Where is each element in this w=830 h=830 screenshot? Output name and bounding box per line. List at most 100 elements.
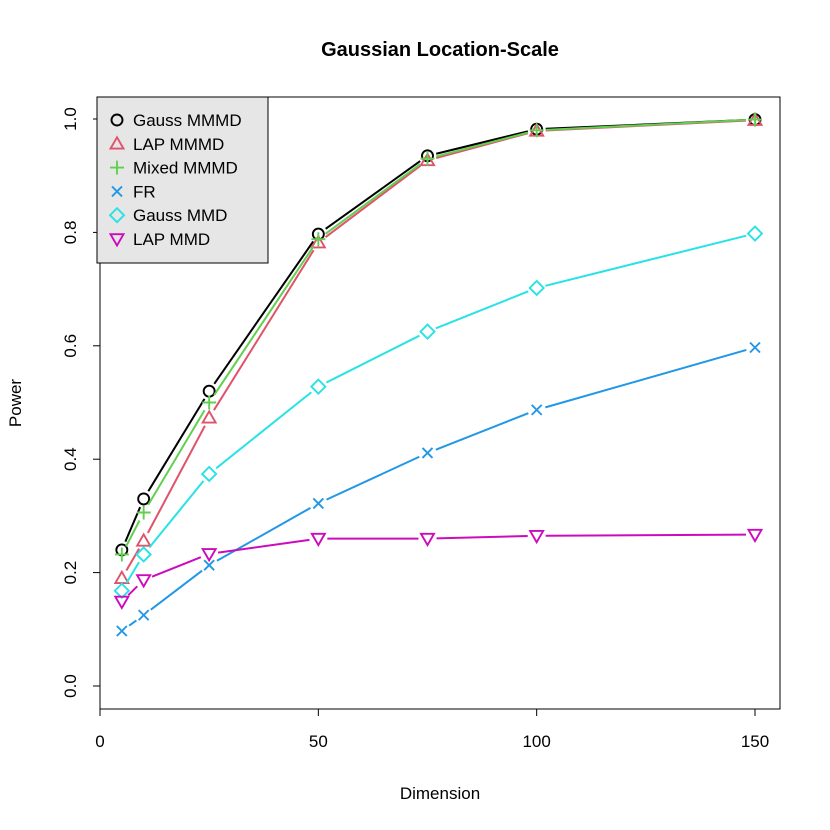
data-point	[202, 384, 216, 398]
series-line-segment	[147, 398, 206, 492]
data-point	[309, 378, 327, 395]
data-point	[135, 532, 152, 547]
data-point	[137, 609, 150, 621]
series-line-segment	[436, 534, 528, 540]
legend-box	[96, 96, 269, 264]
x-tick-label: 150	[741, 732, 769, 751]
series-line-segment	[436, 130, 529, 155]
legend-item: LAP MMD	[108, 230, 210, 249]
y-axis: 0.0 0.2 0.4 0.6 0.8 1.0	[61, 107, 101, 698]
legend-label: Gauss MMD	[133, 206, 227, 225]
data-point	[201, 409, 218, 424]
data-point	[748, 112, 762, 127]
y-tick-label: 0.2	[61, 561, 80, 585]
y-axis-label: Power	[6, 379, 25, 428]
data-point	[137, 492, 151, 506]
x-tick-label: 0	[95, 732, 104, 751]
data-point	[528, 529, 545, 545]
y-tick-label: 0.4	[61, 447, 80, 471]
series-line-segment	[326, 455, 420, 501]
series-line-segment	[435, 290, 529, 330]
series-line-segment	[213, 246, 315, 396]
series-line-segment	[151, 556, 202, 578]
series-gauss-mmd	[113, 225, 764, 600]
series-line-segment	[324, 165, 421, 238]
series-line-segment	[325, 160, 421, 230]
data-point	[749, 341, 761, 354]
series-line-segment	[148, 480, 205, 549]
data-point	[310, 532, 327, 547]
legend-marker	[110, 113, 124, 127]
data-point	[200, 465, 218, 483]
y-tick-label: 0.6	[61, 334, 80, 358]
series-line-segment	[217, 538, 310, 554]
legend-marker	[108, 233, 126, 248]
y-tick-label: 0.0	[61, 674, 80, 698]
series-line-segment	[125, 561, 140, 584]
series-layer	[113, 111, 764, 637]
legend-item: Mixed MMMD	[110, 159, 238, 178]
data-point	[746, 225, 764, 242]
x-axis-label: Dimension	[400, 784, 480, 803]
legend-label: Mixed MMMD	[133, 159, 238, 178]
series-line-segment	[147, 409, 206, 506]
legend-label: FR	[133, 182, 156, 201]
x-tick-label: 100	[522, 732, 550, 751]
data-point	[113, 595, 130, 610]
data-point	[203, 559, 215, 571]
data-point	[135, 574, 152, 589]
legend-marker	[110, 160, 124, 175]
series-line-segment	[545, 533, 747, 537]
series-line-segment	[125, 520, 141, 547]
data-point	[530, 404, 543, 416]
data-point	[746, 528, 764, 544]
data-point	[420, 151, 435, 166]
data-point	[421, 447, 434, 459]
series-line-segment	[150, 569, 203, 611]
series-line-segment	[128, 619, 137, 627]
data-point	[202, 395, 217, 410]
series-lap-mmd	[113, 528, 764, 610]
series-line-segment	[324, 163, 421, 235]
data-point	[116, 625, 128, 637]
x-axis: 0 50 100 150	[95, 708, 769, 751]
data-point	[113, 582, 131, 600]
series-fr	[116, 341, 761, 637]
series-line-segment	[545, 119, 747, 131]
data-point	[312, 497, 325, 510]
legend-label: LAP MMD	[133, 230, 210, 249]
series-line-segment	[213, 249, 315, 411]
data-point	[528, 279, 546, 297]
series-line-segment	[125, 548, 140, 572]
data-point	[136, 505, 151, 520]
y-tick-label: 1.0	[61, 107, 80, 131]
data-point	[114, 547, 129, 562]
legend: Gauss MMMD LAP MMMD Mixed MMMD FR Gauss MMD L…	[96, 96, 269, 264]
legend-marker	[108, 206, 126, 224]
data-point	[529, 123, 544, 138]
series-line-segment	[325, 334, 420, 384]
legend-item: FR	[111, 182, 156, 201]
y-tick-label: 0.8	[61, 221, 80, 245]
data-point	[135, 546, 153, 563]
series-line-segment	[147, 425, 206, 534]
data-point	[419, 323, 436, 340]
data-point	[311, 232, 326, 247]
series-line-segment	[216, 506, 311, 562]
legend-item: Gauss MMMD	[110, 111, 242, 130]
series-line-segment	[435, 412, 529, 451]
legend-item: Gauss MMD	[108, 206, 227, 225]
series-line-segment	[545, 349, 747, 409]
legend-marker	[108, 135, 126, 150]
series-line-segment	[545, 234, 747, 287]
series-line-segment	[127, 585, 138, 596]
series-line-segment	[435, 131, 529, 158]
data-point	[201, 548, 218, 563]
data-point	[310, 234, 327, 249]
series-line-segment	[213, 240, 315, 385]
series-line-segment	[215, 391, 312, 470]
chart-title: Gaussian Location-Scale	[321, 39, 559, 61]
data-point	[419, 532, 436, 547]
legend-marker	[111, 185, 123, 198]
